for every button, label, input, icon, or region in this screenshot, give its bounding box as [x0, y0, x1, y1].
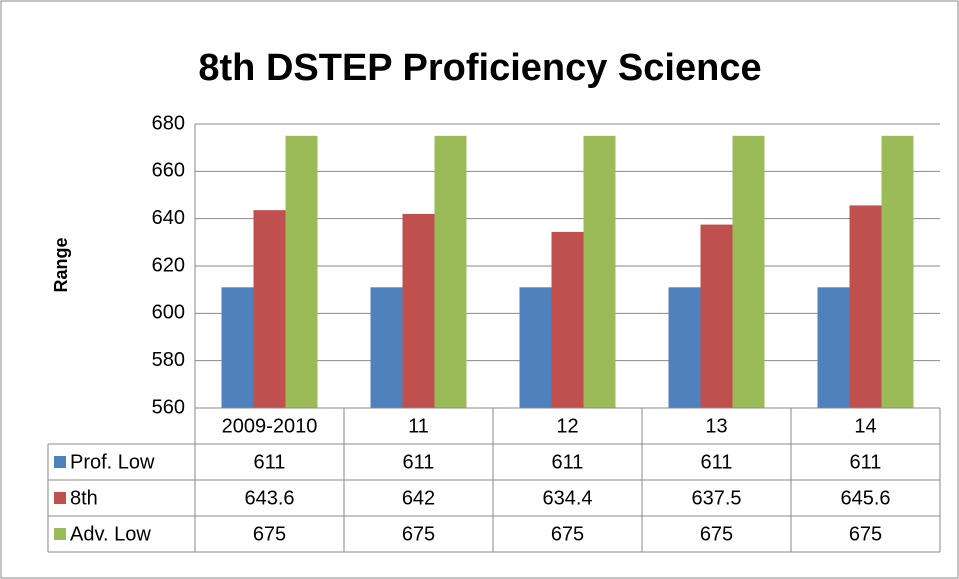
table-value: 643.6 — [244, 487, 294, 509]
table-value: 645.6 — [840, 487, 890, 509]
table-value: 675 — [700, 523, 733, 545]
y-tick-label: 640 — [152, 207, 185, 229]
legend-swatch — [54, 528, 66, 540]
table-value: 675 — [253, 523, 286, 545]
bar — [700, 224, 733, 408]
y-axis-label: Range — [51, 237, 71, 292]
legend-swatch — [54, 492, 66, 504]
bar — [402, 213, 435, 408]
bar — [285, 135, 318, 409]
table-value: 611 — [701, 451, 733, 473]
x-tick-label: 2009-2010 — [222, 415, 318, 437]
y-tick-label: 620 — [152, 254, 185, 276]
bar — [817, 287, 850, 408]
bar — [849, 205, 882, 408]
table-value: 675 — [551, 523, 584, 545]
y-tick-label: 560 — [152, 396, 185, 418]
bar — [434, 135, 467, 409]
bar — [551, 231, 584, 408]
bar — [583, 135, 616, 409]
table-value: 611 — [850, 451, 882, 473]
bar — [732, 135, 765, 409]
table-value: 611 — [403, 451, 435, 473]
x-tick-label: 11 — [408, 415, 429, 437]
table-value: 637.5 — [691, 487, 741, 509]
chart-title: 8th DSTEP Proficiency Science — [198, 47, 761, 89]
y-tick-label: 600 — [152, 302, 185, 324]
y-tick-label: 580 — [152, 349, 185, 371]
table-value: 611 — [552, 451, 584, 473]
x-tick-label: 12 — [556, 415, 578, 437]
bar — [881, 135, 914, 409]
table-value: 634.4 — [542, 487, 592, 509]
legend-swatch — [54, 456, 66, 468]
legend-label: 8th — [70, 487, 98, 509]
bar — [370, 287, 403, 408]
bar — [519, 287, 552, 408]
table-value: 642 — [402, 487, 435, 509]
legend-label: Prof. Low — [70, 451, 155, 473]
bar — [253, 210, 286, 408]
x-tick-label: 13 — [705, 415, 727, 437]
y-tick-label: 680 — [152, 112, 185, 134]
x-tick-label: 14 — [854, 415, 876, 437]
y-tick-label: 660 — [152, 160, 185, 182]
table-value: 675 — [849, 523, 882, 545]
legend-label: Adv. Low — [70, 523, 151, 545]
bar — [668, 287, 701, 408]
table-value: 611 — [254, 451, 286, 473]
table-value: 675 — [402, 523, 435, 545]
bar — [221, 287, 254, 408]
